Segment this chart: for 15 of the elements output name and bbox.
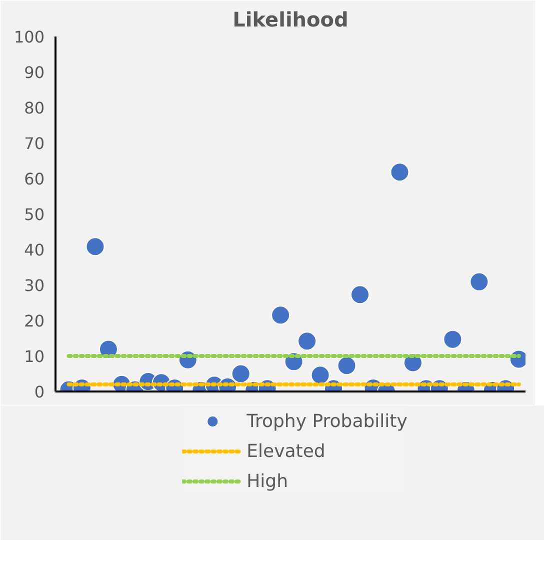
y-tick-label: 30 <box>24 276 44 295</box>
y-tick-label: 80 <box>24 98 44 118</box>
y-tick-label: 0 <box>34 382 45 402</box>
legend-label: Elevated <box>246 440 326 462</box>
y-tick-label: 10 <box>24 347 44 366</box>
y-tick-label: 20 <box>24 312 44 330</box>
y-tick-label: 60 <box>24 170 44 188</box>
y-tick-label: 90 <box>24 63 44 82</box>
chart-title: Likelihood <box>232 8 348 32</box>
y-tick-label: 40 <box>24 240 44 260</box>
y-tick-label: 100 <box>14 28 45 46</box>
y-tick-label: 70 <box>24 134 44 153</box>
legend-label: Trophy Probability <box>246 410 408 432</box>
y-tick-label: 50 <box>24 205 44 224</box>
legend-label: High <box>246 470 288 492</box>
